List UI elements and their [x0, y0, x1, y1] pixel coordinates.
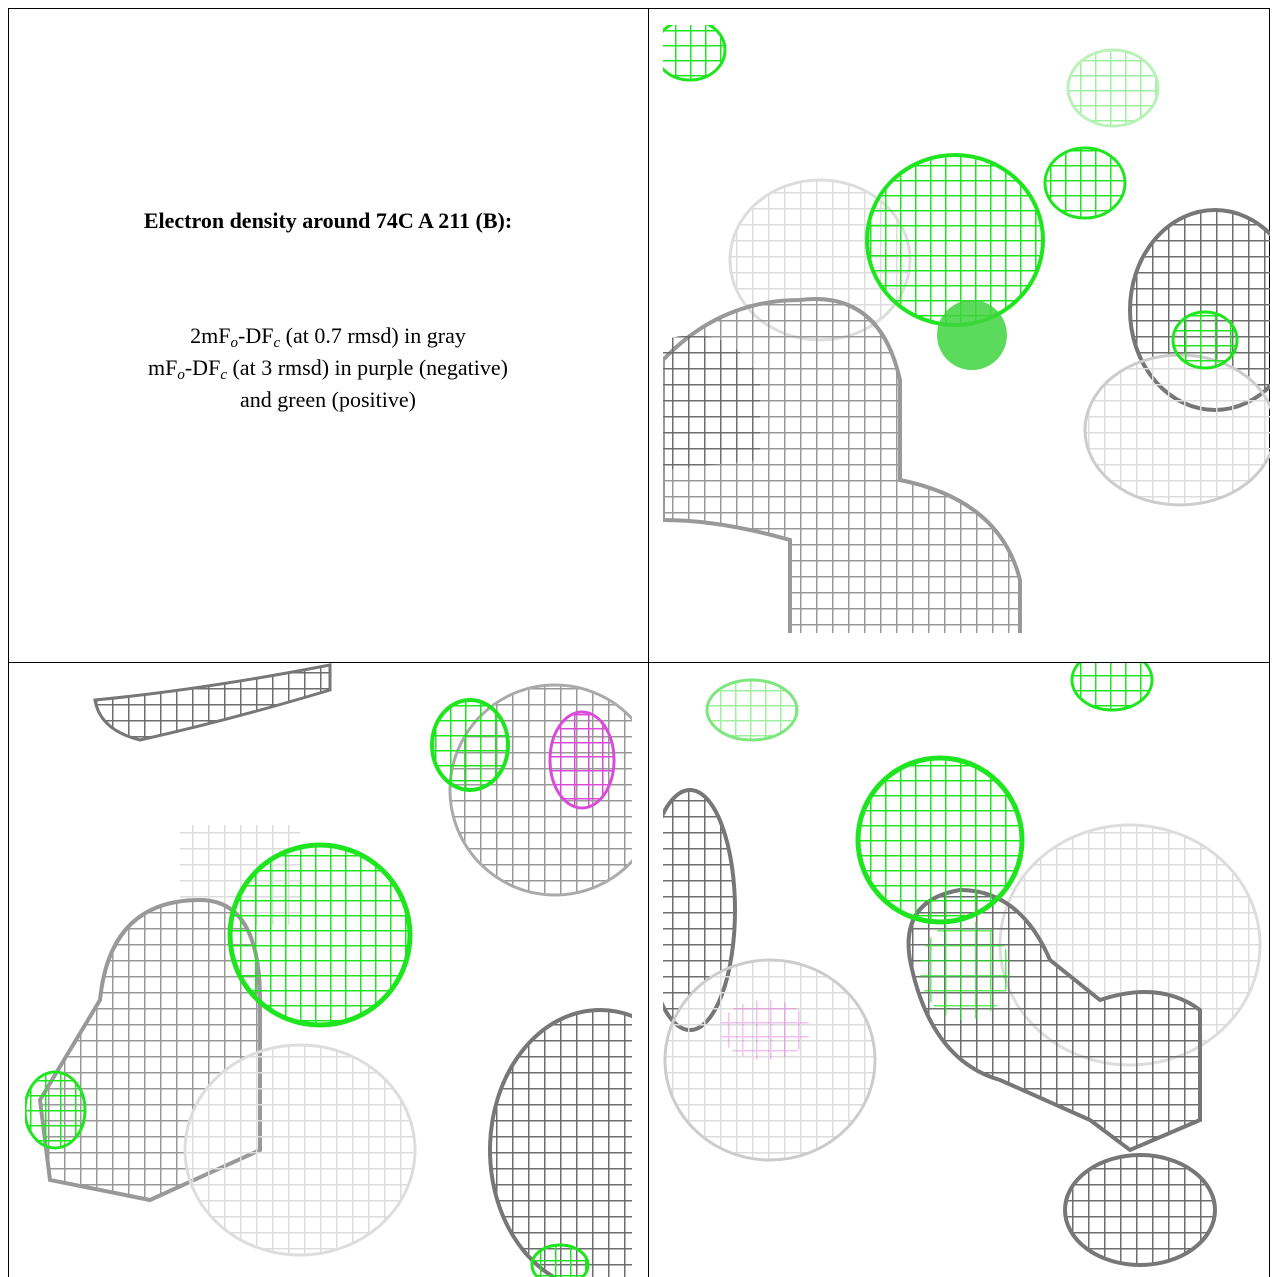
- density-view: [25, 663, 632, 1277]
- legend-line: 2mFo-DFc (at 0.7 rmsd) in gray: [8, 320, 648, 352]
- legend-line: mFo-DFc (at 3 rmsd) in purple (negative): [8, 352, 648, 384]
- legend-line: and green (positive): [8, 384, 648, 416]
- density-view: [663, 663, 1262, 1267]
- legend-text: -DF: [238, 323, 274, 348]
- subscript: o: [230, 335, 239, 351]
- subscript: c: [273, 335, 281, 351]
- density-view: [663, 25, 1270, 633]
- legend-text: (at 3 rmsd) in purple (negative): [226, 355, 508, 380]
- legend-text: (at 0.7 rmsd) in gray: [280, 323, 466, 348]
- legend-text: and green (positive): [240, 387, 416, 412]
- subscript: c: [220, 367, 227, 383]
- subscript: o: [177, 367, 185, 383]
- title: Electron density around 74C A 211 (B):: [143, 208, 513, 233]
- legend-text: mF: [148, 355, 178, 380]
- legend-text: 2mF: [190, 323, 231, 348]
- legend-text: -DF: [184, 355, 221, 380]
- border: [8, 8, 1270, 1277]
- legend: 2mFo-DFc (at 0.7 rmsd) in gray mFo-DFc (…: [8, 320, 648, 416]
